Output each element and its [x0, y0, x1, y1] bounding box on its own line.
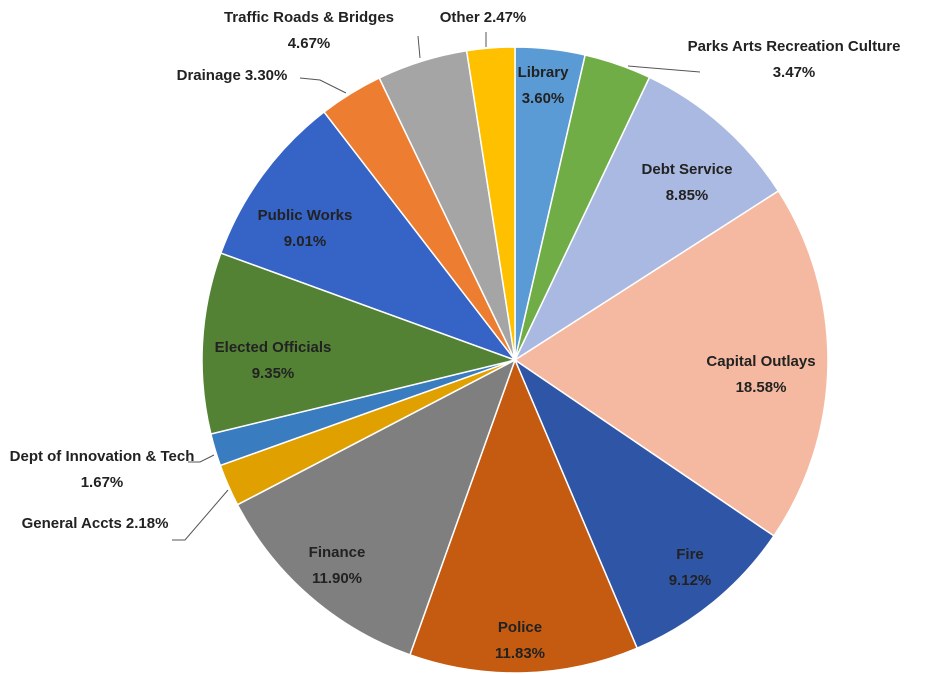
category-label: Elected Officials [215, 339, 332, 356]
pie-slice [219, 110, 518, 362]
category-label: General Accts [22, 515, 122, 532]
category-label: Finance [309, 544, 366, 561]
value-label: 11.90% [312, 570, 362, 587]
leader-line [299, 77, 347, 94]
value-label: 3.47% [773, 64, 816, 81]
data-label: Other 2.47% [440, 9, 527, 26]
category-label: Drainage [177, 67, 241, 84]
value-label: 8.85% [666, 187, 709, 204]
category-label: Other [440, 9, 480, 26]
pie-slice [201, 252, 518, 435]
category-label: Capital Outlays [706, 353, 815, 370]
value-label: 1.67% [81, 474, 124, 491]
pie-slice [408, 357, 639, 674]
value-label: 3.30% [245, 67, 288, 84]
labels: Library 3.60% Parks Arts Recreation Cultur… [10, 9, 901, 662]
value-label: 11.83% [495, 645, 545, 662]
leader-line [188, 454, 215, 463]
leader-line [627, 65, 701, 73]
leader-line [172, 489, 229, 541]
leader-line [417, 35, 421, 59]
value-label: 4.67% [288, 35, 331, 52]
category-label: Police [498, 619, 542, 636]
category-label: Library [518, 64, 570, 81]
value-label: 9.12% [669, 572, 712, 589]
pie-slice [513, 357, 775, 650]
value-label: 9.01% [284, 233, 327, 250]
category-label: Public Works [258, 207, 353, 224]
pie-slice [236, 358, 517, 656]
category-label: Parks Arts Recreation Culture [688, 38, 901, 55]
value-label: 18.58% [736, 379, 787, 396]
value-label: 2.47% [484, 9, 527, 26]
pie-slice [513, 189, 829, 537]
value-label: 3.60% [522, 90, 565, 107]
category-label: Traffic Roads & Bridges [224, 9, 394, 26]
value-label: 9.35% [252, 365, 295, 382]
pie-slice [513, 76, 780, 363]
category-label: Dept of Innovation & Tech [10, 448, 195, 465]
data-label: Drainage 3.30% [177, 67, 288, 84]
category-label: Fire [676, 546, 704, 563]
pie [201, 46, 829, 674]
category-label: Debt Service [642, 161, 733, 178]
value-label: 2.18% [126, 515, 169, 532]
data-label: General Accts 2.18% [22, 515, 169, 532]
pie-slice [465, 46, 516, 361]
